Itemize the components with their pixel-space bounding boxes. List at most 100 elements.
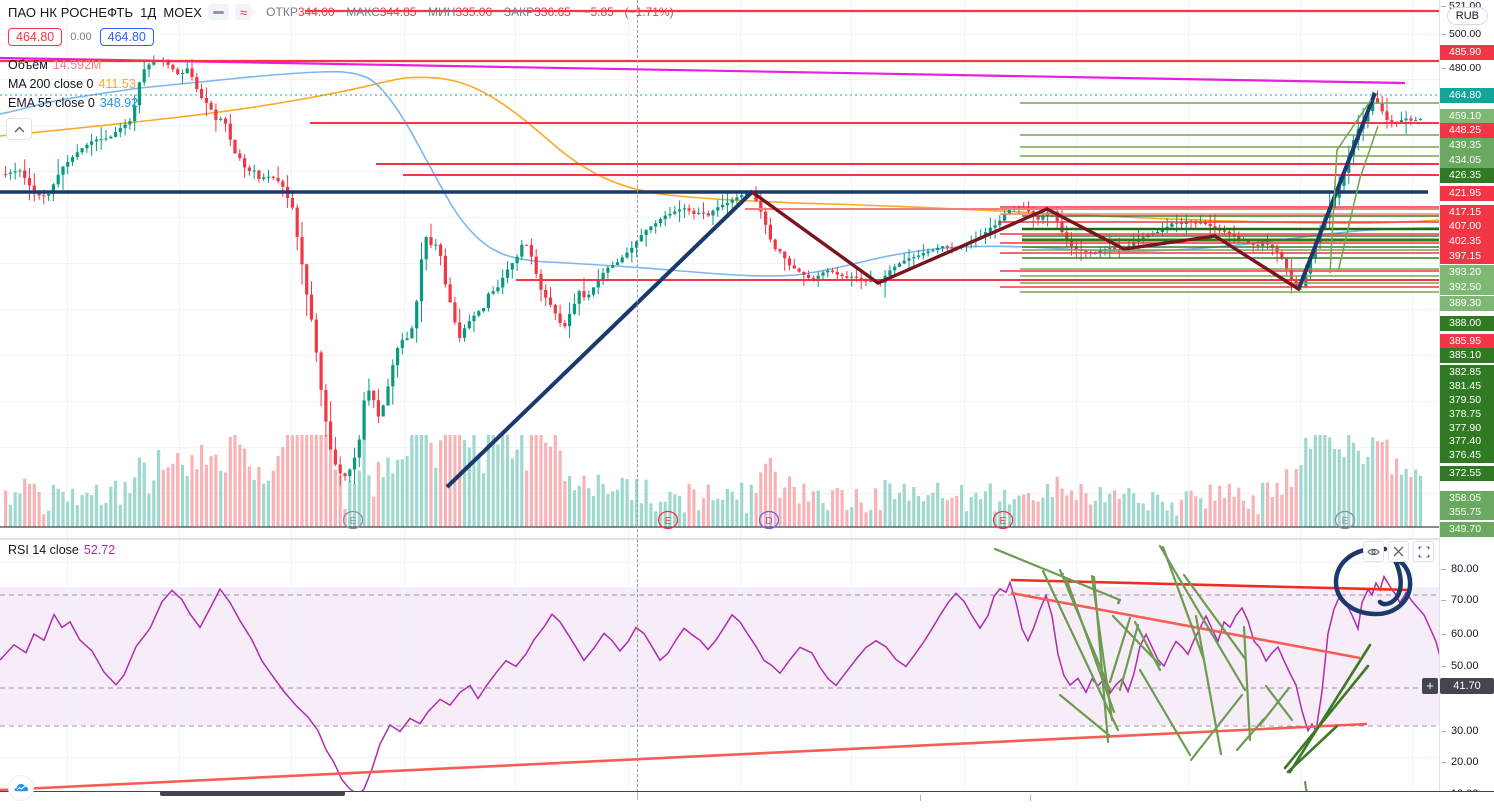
close-icon[interactable] <box>1388 541 1409 562</box>
open-label: ОТКР <box>266 5 298 19</box>
axis-tick <box>1441 174 1446 175</box>
price-axis-label: 382.85 <box>1440 365 1494 380</box>
axis-tick <box>1441 399 1446 400</box>
axis-tick <box>1441 225 1446 226</box>
tradingview-logo-icon[interactable] <box>8 775 34 801</box>
price-axis-label: 377.40 <box>1440 434 1494 449</box>
price-badge-group: 464.80 0.00 464.80 <box>8 28 154 46</box>
green-scribbles[interactable] <box>993 544 1369 793</box>
price-axis-label: 385.10 <box>1440 348 1494 363</box>
collapse-legend-button[interactable] <box>6 118 32 140</box>
axis-tick <box>1441 94 1446 95</box>
event-marker[interactable]: E <box>342 510 364 530</box>
price-axis-label: 349.70 <box>1440 522 1494 537</box>
chart-legend: ПАО НК РОСНЕФТЬ 1Д MOEX ≈ ОТКР344.00 МАК… <box>8 3 674 21</box>
price-axis-label: 385.95 <box>1440 334 1494 349</box>
price-axis-label: 389.30 <box>1440 296 1494 311</box>
axis-tick <box>1441 68 1446 69</box>
price-axis-label: 480.00 <box>1440 62 1494 75</box>
axis-tick <box>1441 385 1446 386</box>
change-percent: (−1.71%) <box>624 5 674 19</box>
axis-tick <box>1441 286 1446 287</box>
legend-title-row[interactable]: ПАО НК РОСНЕФТЬ 1Д MOEX ≈ ОТКР344.00 МАК… <box>8 3 674 21</box>
hand-drawn-trendlines[interactable] <box>445 92 1379 489</box>
indicator-legend: Объём 14.592M MA 200 close 0 411.53 EMA 55… <box>8 56 138 113</box>
rsi-legend-value: 52.72 <box>83 543 116 557</box>
time-tick <box>1030 795 1031 801</box>
rsi-pink-up <box>0 722 1368 792</box>
price-axis-label: 378.75 <box>1440 407 1494 422</box>
svg-text:E: E <box>1342 516 1349 527</box>
price-axis-label: 372.55 <box>1440 466 1494 481</box>
eye-icon[interactable] <box>1363 541 1384 562</box>
price-axis-label: 381.45 <box>1440 379 1494 394</box>
axis-tick <box>1441 599 1446 601</box>
svg-text:D: D <box>765 516 772 527</box>
green-scribbles-dark[interactable] <box>1283 643 1372 774</box>
ohlc-readout: ОТКР344.00 МАКС344.85 МИН335.00 ЗАКР336.… <box>266 5 673 19</box>
blue-circle-annotation[interactable] <box>1333 546 1413 617</box>
axis-tick <box>1441 115 1446 116</box>
pane-separator <box>0 538 1494 539</box>
time-axis-bar[interactable] <box>0 791 1494 809</box>
ma200-line <box>0 76 1440 225</box>
price-axis-label: 464.80 <box>1440 88 1494 103</box>
event-marker[interactable]: E <box>992 510 1014 530</box>
settings-icon[interactable] <box>1413 541 1434 562</box>
bar-style-icon[interactable] <box>208 4 230 20</box>
price-axis-label: 500.00 <box>1440 28 1494 41</box>
price-axis-label: 392.50 <box>1440 280 1494 295</box>
dark-red-zigzag <box>751 190 1301 292</box>
indicator-row-ma200[interactable]: MA 200 close 0 411.53 <box>8 75 138 94</box>
rsi-legend[interactable]: RSI 14 close 52.72 <box>8 543 115 557</box>
rsi-axis-label: 30.00 <box>1440 724 1494 738</box>
axis-tick <box>1441 761 1446 763</box>
axis-tick <box>1441 371 1446 372</box>
currency-badge[interactable]: RUB <box>1446 7 1488 25</box>
close-label: ЗАКР <box>503 5 535 19</box>
axis-tick <box>1441 511 1446 512</box>
high-value: 344.85 <box>379 5 417 19</box>
price-axis-label: 434.05 <box>1440 153 1494 168</box>
symbol-name[interactable]: ПАО НК РОСНЕФТЬ <box>8 4 134 20</box>
indicator-name: Объём <box>8 58 48 72</box>
rsi-axis-label: 70.00 <box>1440 593 1494 607</box>
horizontal-scrollbar[interactable] <box>160 791 345 796</box>
price-axis-label: 377.90 <box>1440 421 1494 436</box>
rsi-pane[interactable] <box>0 539 1440 793</box>
axis-tick <box>1441 6 1446 7</box>
price-badge-left[interactable]: 464.80 <box>8 28 63 46</box>
price-badge-right[interactable]: 464.80 <box>99 28 154 46</box>
axis-tick <box>1441 633 1446 635</box>
low-label: МИН <box>428 5 456 19</box>
axis-tick <box>1441 211 1446 212</box>
indicator-row-volume[interactable]: Объём 14.592M <box>8 56 138 75</box>
exchange-label: MOEX <box>163 4 203 20</box>
rsi-legend-name: RSI 14 close <box>8 543 79 557</box>
axis-tick <box>1441 454 1446 455</box>
price-delta: 0.00 <box>70 31 92 43</box>
horizontal-level-lines[interactable] <box>0 9 1440 293</box>
axis-tick <box>1441 427 1446 428</box>
price-axis-label: 355.75 <box>1440 505 1494 520</box>
axis-tick <box>1441 302 1446 303</box>
price-axis-label: 397.15 <box>1440 249 1494 264</box>
event-marker[interactable]: D <box>758 510 780 530</box>
compare-wave-icon[interactable]: ≈ <box>235 4 253 20</box>
chevron-up-icon <box>14 126 24 132</box>
interval-label[interactable]: 1Д <box>140 4 157 20</box>
price-axis-label: 485.90 <box>1440 45 1494 60</box>
svg-text:E: E <box>665 516 672 527</box>
event-marker[interactable]: E <box>657 510 679 530</box>
rsi-axis-label: 50.00 <box>1440 659 1494 673</box>
indicator-row-ema55[interactable]: EMA 55 close 0 348.92 <box>8 94 138 113</box>
axis-tick <box>1441 144 1446 145</box>
rsi-axis-label: 20.00 <box>1440 755 1494 769</box>
event-marker[interactable]: E <box>1334 510 1356 530</box>
price-axis[interactable]: 521.00 500.00 485.90 480.00 464.80 459.10 448.… <box>1439 0 1494 539</box>
time-tick <box>637 792 638 800</box>
